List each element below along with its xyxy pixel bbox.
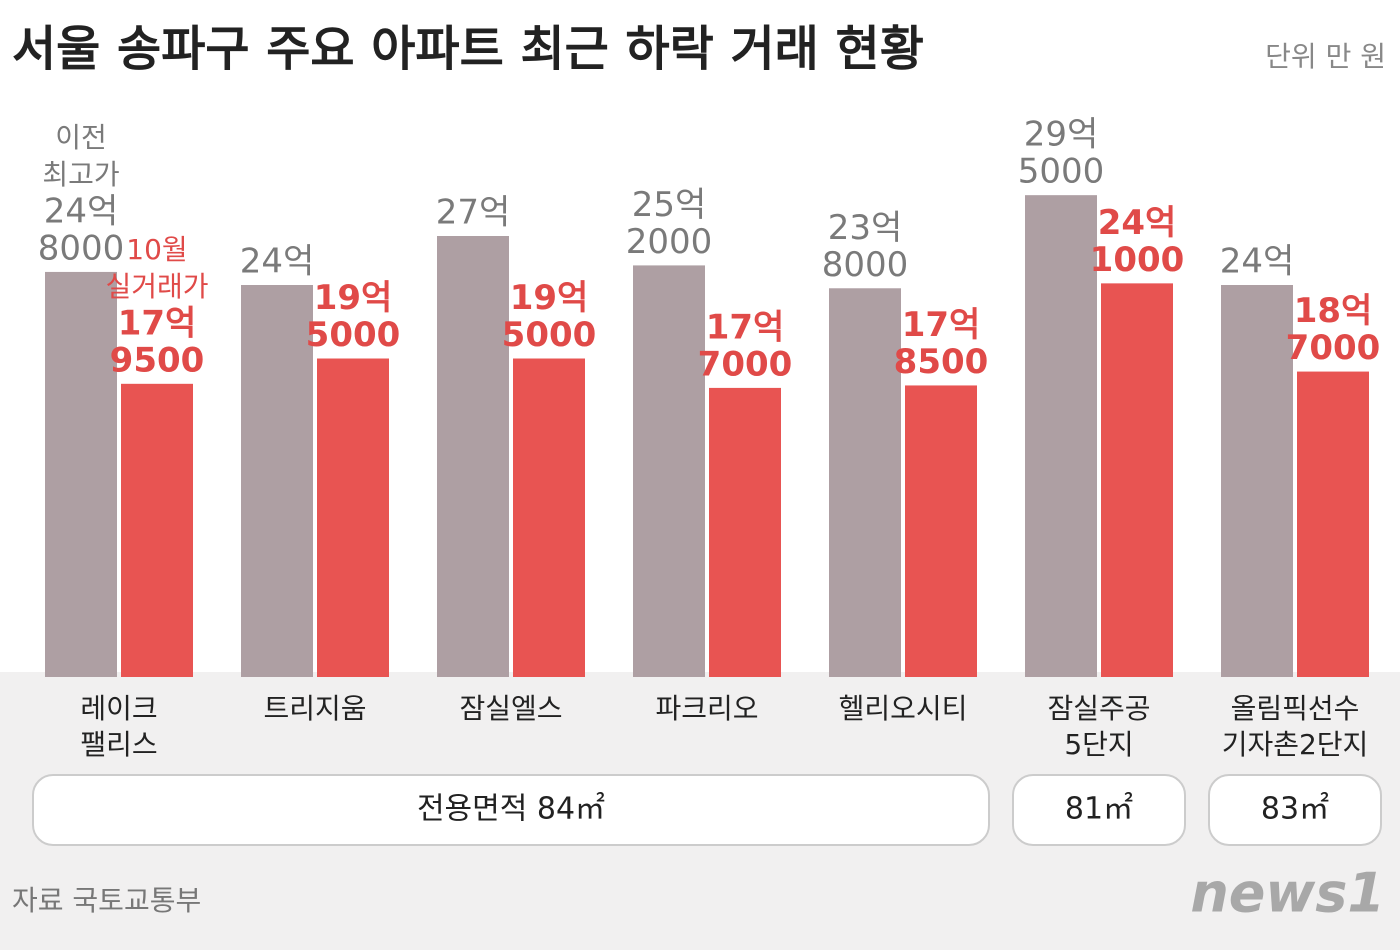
value-label: 5000 <box>306 315 401 355</box>
value-label: 2000 <box>626 222 713 262</box>
bar <box>1101 283 1173 677</box>
bar <box>241 285 313 677</box>
legend-label: 최고가 <box>42 158 119 191</box>
bar <box>437 236 509 677</box>
x-tick-label: 기자촌2단지 <box>1222 728 1369 761</box>
value-label: 8000 <box>38 228 125 268</box>
x-tick-label: 잠실주공 <box>1047 692 1150 725</box>
value-label: 17억 <box>902 305 981 345</box>
value-label: 24억 <box>44 191 119 231</box>
group-box <box>1012 774 1186 846</box>
bar <box>45 271 117 677</box>
value-label: 17억 <box>706 307 785 347</box>
bar <box>317 358 389 677</box>
value-label: 5000 <box>1018 152 1105 192</box>
value-label: 29억 <box>1024 115 1099 155</box>
x-tick-label: 헬리오시티 <box>839 692 968 725</box>
bar <box>633 265 705 677</box>
unit-note: 단위 만 원 <box>1265 40 1386 73</box>
bar <box>905 385 977 677</box>
group-label: 83㎡ <box>1261 792 1329 827</box>
value-label: 19억 <box>314 278 393 318</box>
value-label: 7000 <box>1286 328 1381 368</box>
x-tick-label: 5단지 <box>1064 728 1133 761</box>
group-label: 81㎡ <box>1065 792 1133 827</box>
x-tick-label: 팰리스 <box>80 728 157 761</box>
x-tick-label: 올림픽선수 <box>1231 692 1360 725</box>
value-label: 24억 <box>240 242 315 282</box>
value-label: 24억 <box>1098 203 1177 243</box>
value-label: 23억 <box>828 208 903 248</box>
bar <box>121 383 193 677</box>
legend-label: 실거래가 <box>105 270 208 303</box>
bar <box>513 358 585 677</box>
group-label: 전용면적 84㎡ <box>417 792 605 827</box>
value-label: 18억 <box>1294 291 1373 331</box>
x-tick-label: 잠실엘스 <box>459 692 562 725</box>
bar <box>709 387 781 677</box>
bar <box>1297 371 1369 677</box>
value-label: 7000 <box>698 344 793 384</box>
value-label: 8000 <box>822 245 909 285</box>
value-label: 19억 <box>510 278 589 318</box>
value-label: 1000 <box>1090 240 1185 280</box>
value-label: 9500 <box>110 340 205 380</box>
legend-label: 10월 <box>126 233 187 266</box>
chart-title: 서울 송파구 주요 아파트 최근 하락 거래 현황 <box>12 21 924 77</box>
value-label: 5000 <box>502 315 597 355</box>
group-box <box>1208 774 1382 846</box>
value-label: 27억 <box>436 193 511 233</box>
legend-label: 이전 <box>55 121 107 154</box>
x-tick-label: 트리지움 <box>263 692 366 725</box>
x-tick-label: 파크리오 <box>655 692 758 725</box>
group-box <box>32 774 990 846</box>
x-tick-label: 레이크 <box>80 692 157 725</box>
logo: news1 <box>1190 862 1385 925</box>
value-label: 17억 <box>118 303 197 343</box>
value-label: 25억 <box>632 185 707 225</box>
value-label: 24억 <box>1220 242 1295 282</box>
value-label: 8500 <box>894 342 989 382</box>
bar <box>1025 195 1097 677</box>
bar <box>1221 285 1293 677</box>
source-note: 자료 국토교통부 <box>12 884 201 917</box>
bar <box>829 288 901 677</box>
